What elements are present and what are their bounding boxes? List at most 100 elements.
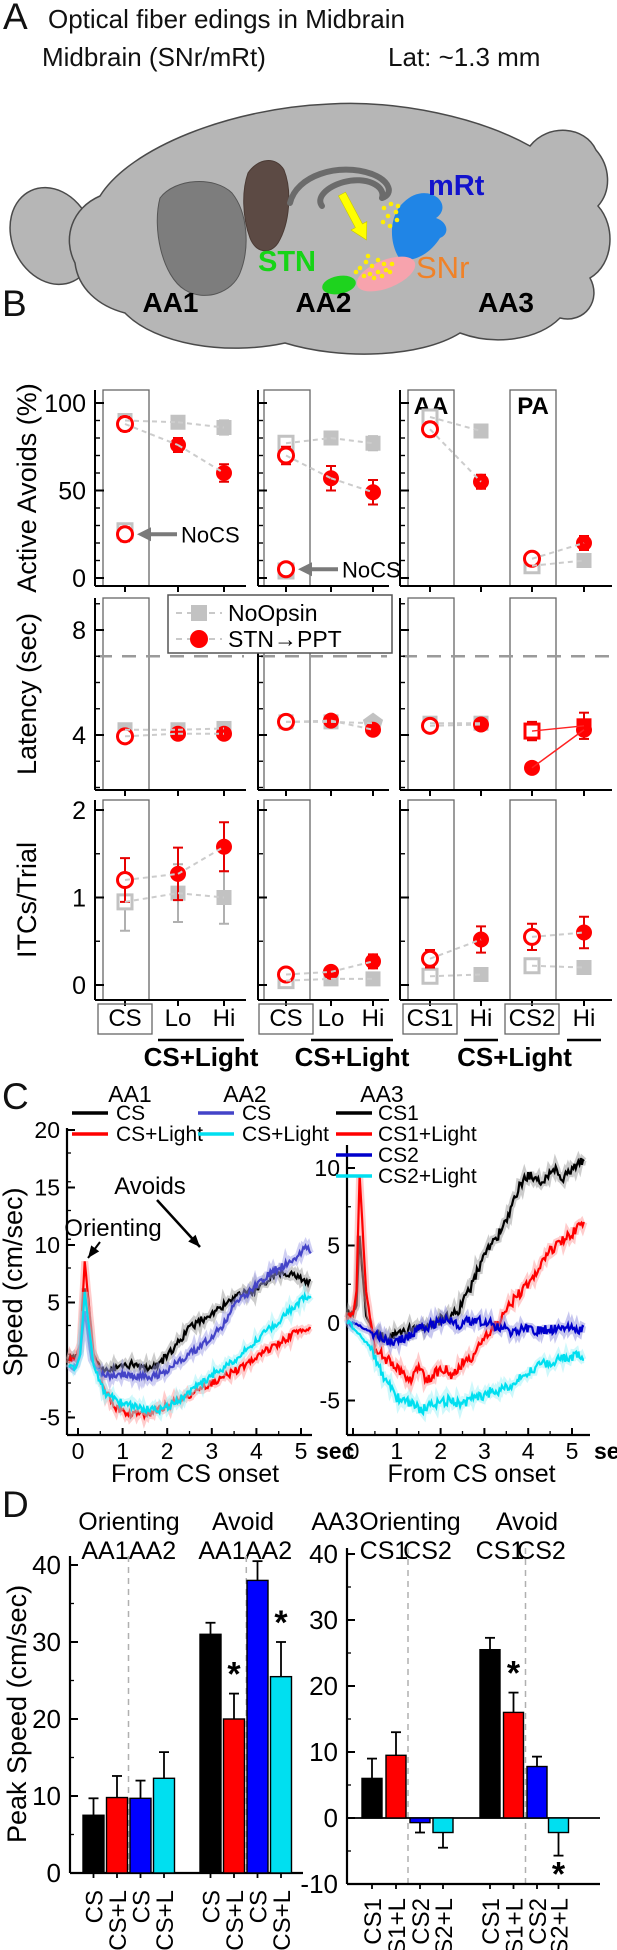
svg-text:CS: CS xyxy=(246,1890,273,1923)
svg-text:Avoid: Avoid xyxy=(212,1508,274,1536)
svg-text:CS2: CS2 xyxy=(408,1898,435,1945)
stn-region xyxy=(322,275,356,295)
svg-text:CS+Light: CS+Light xyxy=(144,1042,259,1072)
svg-text:Lo: Lo xyxy=(318,1005,345,1032)
svg-text:10: 10 xyxy=(34,1232,60,1258)
svg-text:Active Avoids (%): Active Avoids (%) xyxy=(12,383,42,593)
panel-d-label: D xyxy=(2,1484,29,1525)
svg-text:10: 10 xyxy=(309,1737,338,1767)
svg-text:*: * xyxy=(507,1655,521,1693)
svg-text:AA2: AA2 xyxy=(295,287,351,318)
svg-text:CS2: CS2 xyxy=(525,1898,552,1945)
svg-text:0: 0 xyxy=(324,1803,338,1833)
svg-text:Speed (cm/sec): Speed (cm/sec) xyxy=(0,1187,28,1376)
svg-text:sec: sec xyxy=(594,1438,617,1464)
svg-text:Peak Speed (cm/sec): Peak Speed (cm/sec) xyxy=(2,1585,32,1843)
svg-text:CS+L: CS+L xyxy=(222,1890,249,1950)
svg-text:CS2+L: CS2+L xyxy=(547,1898,574,1950)
svg-text:CS2: CS2 xyxy=(517,1537,566,1565)
svg-text:Avoid: Avoid xyxy=(496,1508,558,1536)
svg-text:CS: CS xyxy=(269,1005,302,1032)
svg-text:10: 10 xyxy=(314,1155,340,1181)
svg-text:15: 15 xyxy=(34,1175,60,1201)
svg-text:AA2: AA2 xyxy=(245,1537,292,1565)
svg-text:-5: -5 xyxy=(40,1405,60,1431)
svg-text:ITCs/Trial: ITCs/Trial xyxy=(12,842,42,958)
mrt-label: mRt xyxy=(428,170,485,202)
snr-region xyxy=(356,256,416,292)
svg-text:PA: PA xyxy=(517,393,549,420)
fiber-ending-dots xyxy=(353,201,401,281)
svg-text:CS2+Light: CS2+Light xyxy=(378,1165,477,1188)
svg-text:CS1: CS1 xyxy=(360,1537,409,1565)
svg-text:*: * xyxy=(274,1604,288,1642)
svg-text:CS+Light: CS+Light xyxy=(457,1042,572,1072)
svg-text:AA2: AA2 xyxy=(223,1081,266,1107)
svg-text:Hi: Hi xyxy=(362,1005,385,1032)
svg-text:CS: CS xyxy=(242,1102,271,1125)
svg-text:40: 40 xyxy=(32,1550,61,1580)
svg-text:3: 3 xyxy=(478,1438,491,1464)
svg-text:40: 40 xyxy=(309,1539,338,1569)
svg-text:AA1: AA1 xyxy=(142,287,198,318)
svg-text:NoOpsin: NoOpsin xyxy=(228,600,317,626)
svg-text:From CS onset: From CS onset xyxy=(111,1460,279,1488)
svg-text:1: 1 xyxy=(72,885,86,913)
svg-text:AA2: AA2 xyxy=(129,1537,176,1565)
svg-text:20: 20 xyxy=(309,1671,338,1701)
svg-text:NoCS: NoCS xyxy=(181,522,240,547)
svg-text:1: 1 xyxy=(390,1438,403,1464)
svg-text:20: 20 xyxy=(32,1704,61,1734)
svg-text:5: 5 xyxy=(327,1233,340,1259)
svg-text:CS: CS xyxy=(108,1005,141,1032)
svg-text:0: 0 xyxy=(72,565,86,593)
svg-text:AA3: AA3 xyxy=(478,287,534,318)
svg-text:Avoids: Avoids xyxy=(114,1173,186,1200)
svg-text:CS: CS xyxy=(129,1890,156,1923)
svg-text:NoCS: NoCS xyxy=(342,557,401,582)
svg-text:Orienting: Orienting xyxy=(78,1508,179,1536)
mrt-region xyxy=(391,193,447,260)
svg-text:CS+L: CS+L xyxy=(152,1890,179,1950)
svg-text:AA1: AA1 xyxy=(108,1081,151,1107)
svg-text:2: 2 xyxy=(161,1438,174,1464)
svg-text:CS1: CS1 xyxy=(378,1102,419,1125)
svg-text:Hi: Hi xyxy=(213,1005,236,1032)
svg-text:0: 0 xyxy=(47,1347,60,1373)
svg-text:10: 10 xyxy=(32,1781,61,1811)
svg-text:STN→PPT: STN→PPT xyxy=(228,626,342,652)
svg-text:1: 1 xyxy=(116,1438,129,1464)
panel-c-label: C xyxy=(2,1076,29,1117)
svg-text:CS+Light: CS+Light xyxy=(116,1123,203,1146)
svg-text:4: 4 xyxy=(72,722,86,750)
svg-text:5: 5 xyxy=(566,1438,579,1464)
svg-text:4: 4 xyxy=(250,1438,263,1464)
svg-text:CS1: CS1 xyxy=(360,1898,387,1945)
svg-text:Lo: Lo xyxy=(165,1005,192,1032)
svg-text:CS: CS xyxy=(199,1890,226,1923)
svg-text:2: 2 xyxy=(72,797,86,825)
svg-text:30: 30 xyxy=(309,1605,338,1635)
svg-text:CS2: CS2 xyxy=(378,1144,419,1167)
injection-arrow-icon xyxy=(338,191,368,241)
svg-text:0: 0 xyxy=(347,1438,360,1464)
svg-text:AA3: AA3 xyxy=(311,1508,358,1536)
svg-text:CS+Light: CS+Light xyxy=(242,1123,329,1146)
brain-diagram xyxy=(9,102,611,355)
svg-text:0: 0 xyxy=(72,1438,85,1464)
svg-text:CS2: CS2 xyxy=(509,1005,556,1032)
svg-text:*: * xyxy=(227,1656,241,1694)
svg-text:5: 5 xyxy=(295,1438,308,1464)
brown-region xyxy=(243,160,290,252)
svg-text:CS1: CS1 xyxy=(476,1537,525,1565)
svg-text:*: * xyxy=(552,1856,566,1894)
svg-text:Orienting: Orienting xyxy=(64,1215,161,1242)
svg-text:Hi: Hi xyxy=(470,1005,493,1032)
svg-text:5: 5 xyxy=(47,1290,60,1316)
svg-text:AA3: AA3 xyxy=(360,1081,403,1107)
svg-text:CS2+L: CS2+L xyxy=(431,1898,458,1950)
svg-text:CS2: CS2 xyxy=(403,1537,452,1565)
svg-text:0: 0 xyxy=(327,1310,340,1336)
